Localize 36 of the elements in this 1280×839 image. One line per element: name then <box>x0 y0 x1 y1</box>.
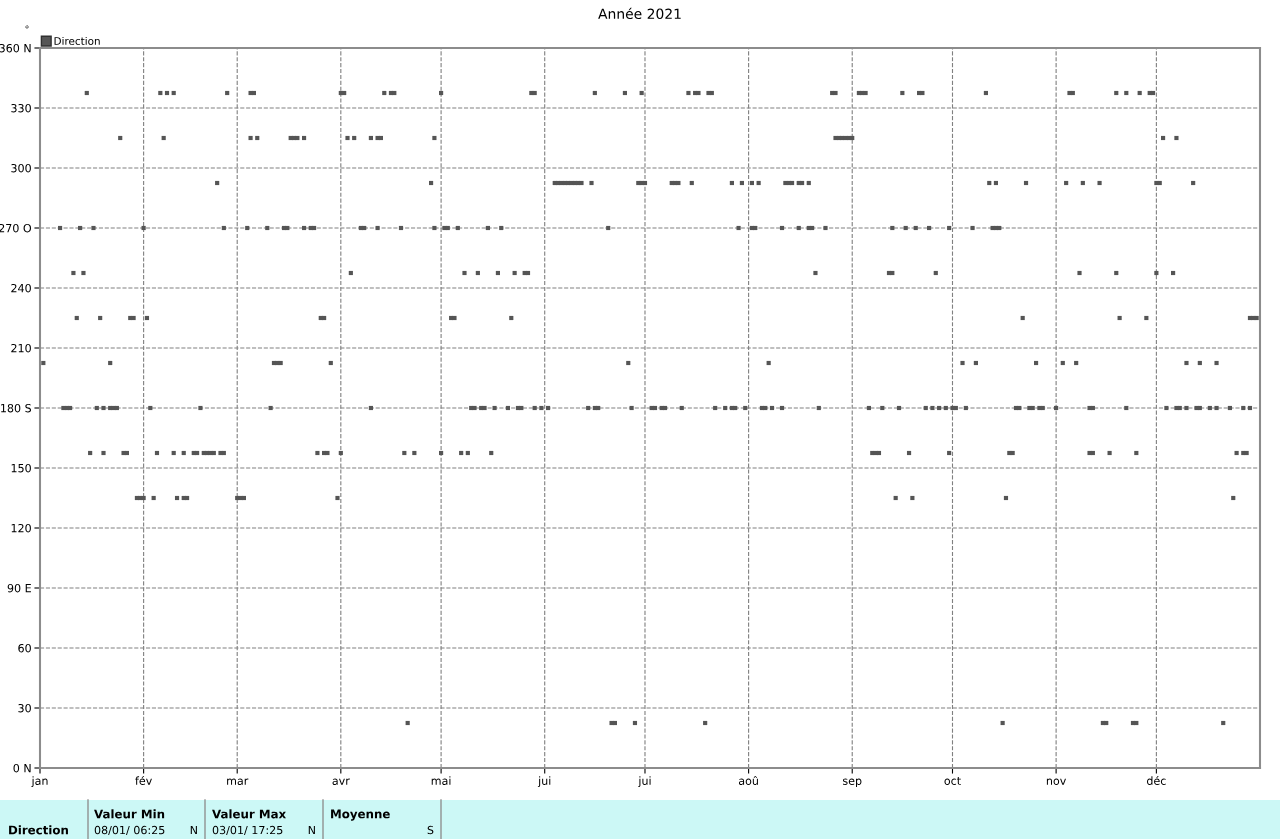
text: N <box>190 825 197 835</box>
y-tick-label: 300 <box>11 163 31 173</box>
y-tick-label: 120 <box>11 523 31 533</box>
x-tick-label: mar <box>227 778 249 785</box>
x-tick-label: oct <box>944 776 961 785</box>
y-tick-label: 30 <box>18 703 31 713</box>
x-tick-label: sep <box>842 778 862 788</box>
y-tick-label: 360 N <box>0 43 31 53</box>
x-tick-label: nov <box>1046 778 1066 785</box>
y-tick-label: 150 <box>11 463 31 473</box>
y-tick-label: 330 <box>11 103 31 113</box>
text: Valeur Max <box>212 809 286 819</box>
y-tick-label: 90 E <box>7 583 31 593</box>
x-tick-label: jui <box>537 776 551 788</box>
text: 08/01/ 06:25 <box>94 825 165 836</box>
x-tick-label: mai <box>431 776 451 785</box>
y-tick-label: 0 N <box>13 763 31 773</box>
text: S <box>427 825 434 835</box>
text: Direction <box>9 825 68 835</box>
y-tick-label: 60 <box>18 643 31 653</box>
x-tick-label: jan <box>31 776 48 788</box>
x-tick-label: avr <box>332 778 350 785</box>
y-tick-label: 180 S <box>1 403 32 413</box>
chart-title: Année 2021 <box>598 7 681 20</box>
x-tick-label: fév <box>135 775 152 785</box>
x-tick-label: aoû <box>738 775 758 785</box>
text: 03/01/ 17:25 <box>212 825 283 836</box>
text: Valeur Min <box>94 809 165 819</box>
legend-label: Direction <box>54 36 100 45</box>
y-axis-title: ° <box>25 25 29 29</box>
y-tick-label: 210 <box>11 343 31 353</box>
text: Moyenne <box>331 809 390 821</box>
x-tick-label: déc <box>1147 775 1166 785</box>
text: N <box>308 825 315 835</box>
x-tick-label: jui <box>638 776 651 788</box>
y-tick-label: 240 <box>11 283 31 293</box>
